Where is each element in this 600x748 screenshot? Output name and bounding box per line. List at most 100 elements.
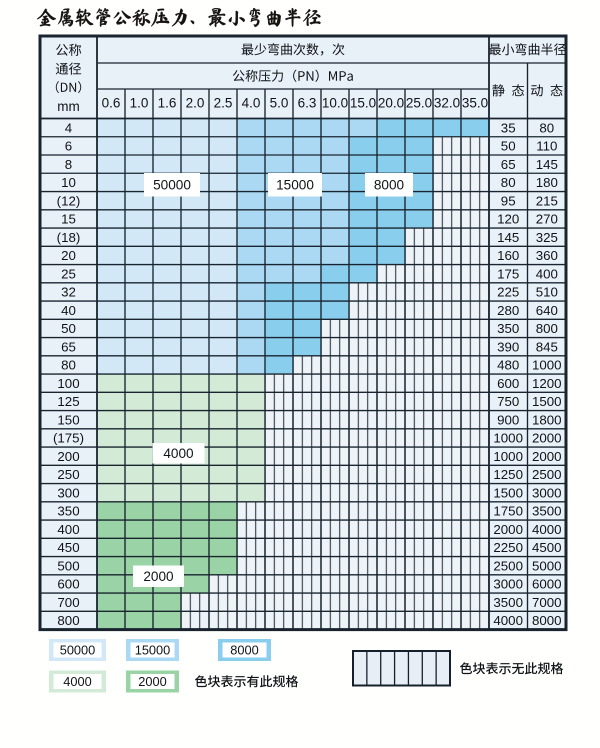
svg-text:7000: 7000 xyxy=(532,595,562,610)
svg-text:(18): (18) xyxy=(57,230,81,245)
svg-text:180: 180 xyxy=(536,175,558,190)
svg-text:10: 10 xyxy=(61,175,76,190)
svg-text:1500: 1500 xyxy=(532,394,562,409)
svg-text:160: 160 xyxy=(497,248,519,263)
svg-text:480: 480 xyxy=(497,358,519,373)
svg-text:2250: 2250 xyxy=(493,540,523,555)
svg-text:35.0: 35.0 xyxy=(462,96,488,111)
svg-text:0.6: 0.6 xyxy=(102,96,121,111)
svg-text:2.5: 2.5 xyxy=(214,96,233,111)
svg-text:15.0: 15.0 xyxy=(350,96,376,111)
svg-text:4000: 4000 xyxy=(63,674,91,689)
svg-text:250: 250 xyxy=(57,467,79,482)
svg-text:4.0: 4.0 xyxy=(242,96,261,111)
svg-text:50: 50 xyxy=(501,139,516,154)
svg-text:5.0: 5.0 xyxy=(270,96,289,111)
svg-text:2500: 2500 xyxy=(493,558,523,573)
svg-text:1750: 1750 xyxy=(493,504,523,519)
svg-text:450: 450 xyxy=(57,540,79,555)
svg-text:15000: 15000 xyxy=(276,178,314,193)
svg-text:8000: 8000 xyxy=(374,178,405,193)
svg-text:200: 200 xyxy=(57,449,79,464)
svg-text:65: 65 xyxy=(61,339,76,354)
svg-text:120: 120 xyxy=(497,212,519,227)
svg-text:175: 175 xyxy=(497,266,519,281)
svg-text:6000: 6000 xyxy=(532,577,562,592)
svg-text:215: 215 xyxy=(536,193,558,208)
svg-text:350: 350 xyxy=(497,321,519,336)
svg-text:1000: 1000 xyxy=(493,431,523,446)
svg-text:6.3: 6.3 xyxy=(298,96,317,111)
svg-text:640: 640 xyxy=(536,303,558,318)
svg-text:mm: mm xyxy=(57,99,80,114)
svg-text:20: 20 xyxy=(61,248,76,263)
svg-text:4000: 4000 xyxy=(532,522,562,537)
svg-text:4: 4 xyxy=(65,120,72,135)
svg-text:350: 350 xyxy=(57,504,79,519)
svg-text:3000: 3000 xyxy=(493,577,523,592)
svg-text:95: 95 xyxy=(501,193,516,208)
svg-text:600: 600 xyxy=(57,577,79,592)
svg-text:80: 80 xyxy=(61,358,76,373)
svg-text:2000: 2000 xyxy=(143,569,174,584)
svg-text:25: 25 xyxy=(61,266,76,281)
svg-text:80: 80 xyxy=(501,175,516,190)
svg-text:360: 360 xyxy=(536,248,558,263)
svg-text:600: 600 xyxy=(497,376,519,391)
svg-text:20.0: 20.0 xyxy=(378,96,404,111)
svg-text:50: 50 xyxy=(61,321,76,336)
svg-text:280: 280 xyxy=(497,303,519,318)
svg-text:2000: 2000 xyxy=(493,522,523,537)
svg-text:6: 6 xyxy=(65,139,72,154)
svg-text:500: 500 xyxy=(57,558,79,573)
svg-text:3000: 3000 xyxy=(532,485,562,500)
svg-text:15000: 15000 xyxy=(135,643,171,658)
svg-text:2000: 2000 xyxy=(532,449,562,464)
svg-text:1800: 1800 xyxy=(532,412,562,427)
svg-text:4500: 4500 xyxy=(532,540,562,555)
svg-text:300: 300 xyxy=(57,485,79,500)
svg-text:50000: 50000 xyxy=(153,178,191,193)
svg-text:32.0: 32.0 xyxy=(434,96,460,111)
svg-text:(175): (175) xyxy=(53,431,84,446)
svg-text:510: 510 xyxy=(536,285,558,300)
svg-text:400: 400 xyxy=(57,522,79,537)
svg-text:2.0: 2.0 xyxy=(186,96,205,111)
svg-text:125: 125 xyxy=(57,394,79,409)
svg-text:1.6: 1.6 xyxy=(158,96,177,111)
svg-text:1500: 1500 xyxy=(493,485,523,500)
svg-text:32: 32 xyxy=(61,285,76,300)
svg-text:325: 325 xyxy=(536,230,558,245)
svg-text:8000: 8000 xyxy=(532,613,562,628)
svg-text:145: 145 xyxy=(497,230,519,245)
svg-text:(12): (12) xyxy=(57,193,81,208)
svg-text:1000: 1000 xyxy=(493,449,523,464)
svg-text:3500: 3500 xyxy=(532,504,562,519)
svg-text:800: 800 xyxy=(536,321,558,336)
svg-text:270: 270 xyxy=(536,212,558,227)
svg-text:4000: 4000 xyxy=(163,446,194,461)
svg-text:3500: 3500 xyxy=(493,595,523,610)
svg-text:1200: 1200 xyxy=(532,376,562,391)
svg-text:65: 65 xyxy=(501,157,516,172)
svg-text:750: 750 xyxy=(497,394,519,409)
svg-text:2000: 2000 xyxy=(532,431,562,446)
svg-text:100: 100 xyxy=(57,376,79,391)
svg-text:8000: 8000 xyxy=(230,643,258,658)
svg-text:25.0: 25.0 xyxy=(406,96,432,111)
svg-text:8: 8 xyxy=(65,157,72,172)
svg-text:145: 145 xyxy=(536,157,558,172)
svg-text:150: 150 xyxy=(57,412,79,427)
svg-text:15: 15 xyxy=(61,212,76,227)
svg-text:1250: 1250 xyxy=(493,467,523,482)
svg-text:845: 845 xyxy=(536,339,558,354)
svg-text:1000: 1000 xyxy=(532,358,562,373)
svg-text:4000: 4000 xyxy=(493,613,523,628)
svg-text:390: 390 xyxy=(497,339,519,354)
svg-text:1.0: 1.0 xyxy=(130,96,149,111)
svg-text:10.0: 10.0 xyxy=(322,96,348,111)
svg-text:80: 80 xyxy=(539,120,554,135)
svg-text:225: 225 xyxy=(497,285,519,300)
svg-text:900: 900 xyxy=(497,412,519,427)
svg-text:40: 40 xyxy=(61,303,76,318)
